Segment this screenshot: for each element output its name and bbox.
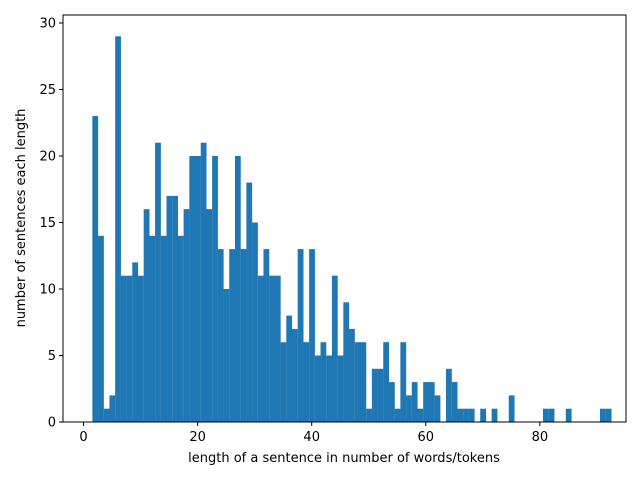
histogram-bar	[446, 368, 452, 422]
histogram-bar	[206, 209, 213, 422]
y-tick-label: 15	[39, 216, 56, 231]
x-tick-label: 0	[79, 430, 87, 445]
y-tick-label: 30	[39, 16, 56, 31]
histogram-bar	[377, 368, 384, 422]
histogram-bar	[269, 275, 275, 422]
histogram-bar	[457, 408, 464, 422]
histogram-bar	[548, 408, 555, 422]
histogram-bar	[166, 195, 173, 422]
histogram-bar	[383, 342, 390, 422]
histogram-bar	[103, 408, 110, 422]
y-tick-label: 0	[48, 416, 56, 431]
histogram-bar	[314, 355, 321, 422]
histogram-bar	[223, 288, 230, 422]
histogram-bar	[143, 209, 150, 422]
histogram-bar	[137, 275, 144, 422]
plot-frame	[62, 14, 627, 423]
histogram-bar	[92, 116, 99, 422]
histogram-bar	[434, 395, 441, 422]
histogram-bar	[491, 408, 498, 422]
histogram-bar	[263, 249, 270, 422]
histogram-bar	[297, 249, 304, 422]
histogram-bar	[240, 249, 247, 422]
histogram-bar	[366, 408, 372, 422]
histogram-bar	[120, 275, 127, 422]
y-tick-label: 10	[39, 282, 56, 297]
x-tick-label: 20	[189, 430, 206, 445]
y-tick-label: 25	[39, 83, 56, 98]
histogram-bar	[109, 395, 116, 422]
histogram-bar	[423, 382, 429, 422]
histogram-bar	[189, 155, 196, 423]
y-tick-label: 20	[39, 149, 56, 164]
histogram-bar	[394, 408, 401, 422]
x-tick-label: 80	[532, 430, 549, 445]
histogram-bar	[303, 342, 310, 422]
histogram-bar	[172, 195, 178, 422]
histogram-bar	[291, 328, 298, 422]
histogram-bar	[411, 382, 418, 422]
histogram-bar	[388, 382, 395, 422]
histogram-bar	[274, 275, 281, 422]
histogram-bar	[343, 302, 350, 422]
histogram-bar	[406, 395, 412, 422]
histogram-bar	[542, 408, 549, 422]
histogram-bar	[451, 382, 458, 422]
histogram-bar	[286, 315, 293, 422]
histogram-bar	[326, 355, 333, 422]
histogram-bar	[417, 408, 424, 422]
histogram-bar	[177, 235, 184, 422]
histogram-bar	[331, 275, 338, 422]
histogram-bar	[320, 342, 327, 422]
y-axis-label: number of sentences each length	[14, 109, 29, 328]
histogram-bar	[234, 155, 241, 423]
histogram-bar	[565, 408, 572, 422]
histogram-bar	[132, 262, 139, 422]
histogram-bar	[360, 342, 367, 422]
histogram-bar	[160, 235, 167, 422]
histogram-bar	[605, 408, 612, 422]
histogram-bar	[195, 155, 201, 423]
histogram-bar	[229, 249, 236, 422]
y-axis-ticks: 0 5 10 15 20 25 30	[39, 16, 63, 431]
x-tick-label: 40	[303, 430, 320, 445]
histogram-bar	[309, 249, 315, 422]
histogram-bar	[149, 235, 156, 422]
histogram-bar	[400, 342, 407, 422]
histogram-bar	[468, 408, 475, 422]
x-axis-label: length of a sentence in number of words/…	[188, 451, 500, 466]
histogram-bar	[349, 328, 355, 422]
histogram-bar	[508, 395, 515, 422]
histogram-bar	[600, 408, 606, 422]
histogram-bar	[252, 222, 258, 422]
histogram-bar	[183, 209, 190, 422]
y-tick-label: 5	[48, 349, 56, 364]
histogram-bar	[200, 142, 207, 422]
histogram-bar	[337, 355, 344, 422]
histogram-bar	[428, 382, 435, 422]
histogram-bar	[463, 408, 469, 422]
histogram-bar	[371, 368, 378, 422]
histogram-bar	[246, 182, 253, 422]
histogram-bar	[212, 155, 218, 423]
x-axis-ticks: 0 20 40 60 80	[79, 422, 548, 445]
histogram-bar	[98, 235, 104, 422]
histogram-bar	[155, 142, 161, 422]
histogram-bar	[354, 342, 361, 422]
histogram-bar	[115, 36, 121, 422]
x-tick-label: 60	[418, 430, 435, 445]
histogram-bar	[280, 342, 287, 422]
bars-group	[92, 36, 612, 423]
histogram-bar	[126, 275, 133, 422]
histogram-bar	[257, 275, 264, 422]
histogram-bar	[480, 408, 487, 422]
histogram-bar	[217, 249, 224, 422]
